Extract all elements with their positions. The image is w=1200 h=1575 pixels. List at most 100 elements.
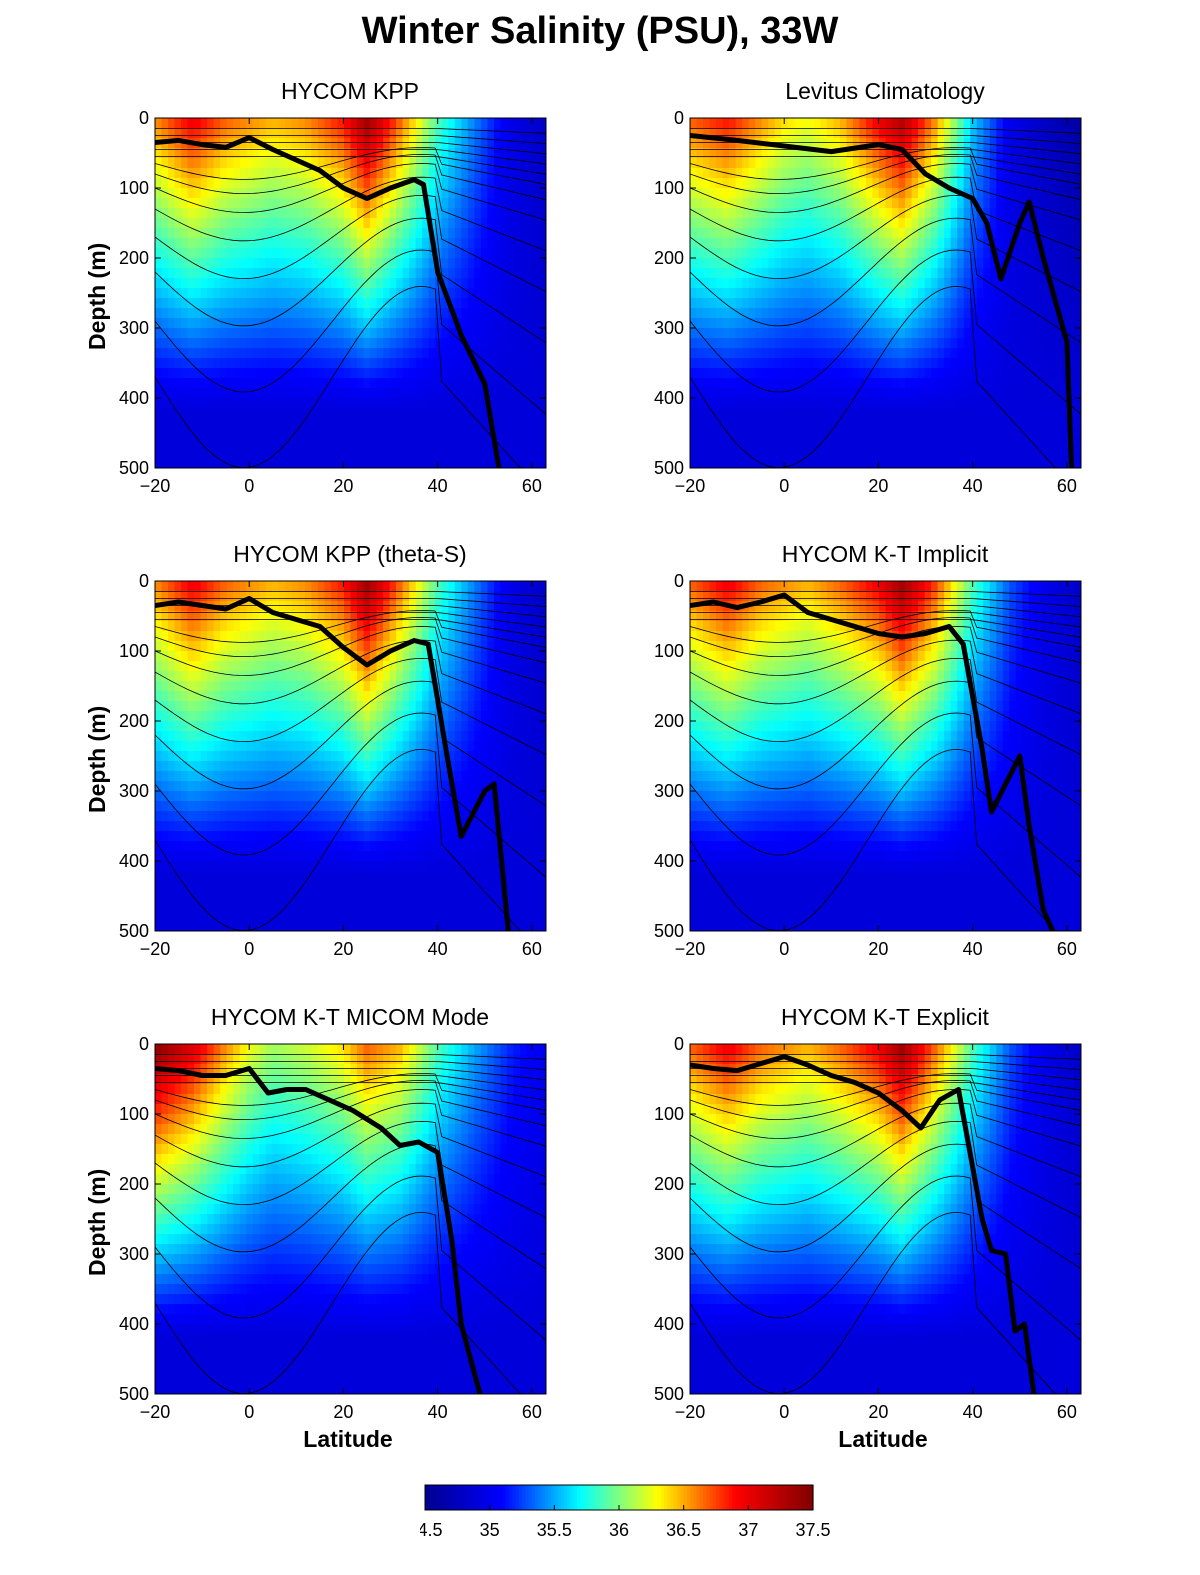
heatmap-cell (448, 248, 456, 259)
heatmap-cell (272, 901, 280, 912)
heatmap-cell (911, 258, 919, 269)
heatmap-cell (213, 621, 221, 632)
heatmap-cell (885, 138, 893, 149)
heatmap-cell (1028, 268, 1036, 279)
heatmap-cell (696, 428, 704, 439)
heatmap-cell (833, 178, 841, 189)
heatmap-cell (898, 358, 906, 369)
heatmap-cell (409, 388, 417, 399)
heatmap-cell (519, 458, 528, 468)
heatmap-cell (343, 158, 352, 169)
heatmap-cell (155, 641, 163, 652)
heatmap-cell (396, 348, 404, 359)
heatmap-cell (187, 448, 195, 459)
heatmap-cell (532, 388, 541, 399)
heatmap-cell (996, 358, 1004, 369)
heatmap-cell (859, 128, 867, 139)
heatmap-cell (865, 138, 874, 149)
heatmap-cell (402, 428, 410, 439)
heatmap-cell (729, 408, 737, 419)
heatmap-cell (519, 278, 528, 289)
heatmap-cell (448, 228, 456, 239)
heatmap-cell (383, 308, 391, 319)
heatmap-cell (761, 448, 769, 459)
heatmap-cell (500, 148, 508, 159)
heatmap-cell (931, 318, 939, 329)
heatmap-cell (233, 741, 241, 752)
heatmap-cell (187, 591, 195, 602)
heatmap-cell (1009, 128, 1017, 139)
heatmap-cell (311, 388, 319, 399)
heatmap-cell (892, 368, 900, 379)
heatmap-cell (435, 408, 443, 419)
heatmap-cell (774, 258, 782, 269)
heatmap-cell (742, 188, 750, 199)
heatmap-cell (950, 218, 958, 229)
heatmap-cell (826, 368, 834, 379)
heatmap-cell (370, 398, 378, 409)
heatmap-cell (526, 318, 534, 329)
heatmap-cell (493, 278, 501, 289)
heatmap-cell (252, 238, 260, 249)
heatmap-cell (539, 388, 546, 399)
heatmap-cell (722, 428, 730, 439)
heatmap-cell (181, 641, 189, 652)
heatmap-cell (415, 248, 423, 259)
heatmap-cell (330, 238, 339, 249)
heatmap-cell (207, 348, 215, 359)
heatmap-cell (976, 368, 984, 379)
heatmap-cell (963, 138, 971, 149)
heatmap-cell (265, 158, 273, 169)
heatmap-cell (519, 158, 528, 169)
heatmap-cell (859, 338, 867, 349)
heatmap-cell (813, 318, 821, 329)
heatmap-cell (252, 298, 260, 309)
heatmap-cell (722, 278, 730, 289)
heatmap-cell (226, 661, 234, 672)
heatmap-cell (330, 198, 339, 209)
heatmap-cell (194, 118, 202, 129)
heatmap-cell (337, 388, 345, 399)
heatmap-cell (291, 258, 299, 269)
heatmap-cell (187, 388, 195, 399)
heatmap-cell (696, 158, 704, 169)
heatmap-cell (761, 268, 769, 279)
heatmap-cell (259, 581, 267, 592)
heatmap-cell (983, 198, 991, 209)
heatmap-cell (487, 458, 495, 468)
heatmap-cell (1067, 218, 1076, 229)
heatmap-cell (989, 168, 997, 179)
heatmap-cell (833, 198, 841, 209)
heatmap-cell (311, 368, 319, 379)
heatmap-cell (174, 771, 182, 782)
heatmap-cell (716, 458, 724, 468)
heatmap-cell (357, 278, 365, 289)
heatmap-cell (865, 388, 874, 399)
heatmap-cell (957, 238, 965, 249)
heatmap-cell (742, 228, 750, 239)
heatmap-cell (246, 771, 254, 782)
heatmap-cell (278, 448, 286, 459)
heatmap-cell (703, 268, 711, 279)
heatmap-cell (768, 258, 776, 269)
heatmap-cell (513, 188, 521, 199)
heatmap-cell (155, 701, 163, 712)
heatmap-cell (200, 238, 208, 249)
heatmap-cell (233, 158, 241, 169)
heatmap-cell (813, 438, 821, 449)
heatmap-cell (1028, 458, 1036, 468)
heatmap-cell (1022, 308, 1030, 319)
heatmap-cell (285, 168, 293, 179)
heatmap-cell (924, 298, 932, 309)
heatmap-cell (168, 318, 176, 329)
heatmap-cell (213, 671, 221, 682)
heatmap-cell (363, 148, 371, 159)
heatmap-cell (343, 408, 352, 419)
heatmap-cell (272, 458, 280, 468)
heatmap-cell (259, 911, 267, 922)
heatmap-cell (1009, 308, 1017, 319)
heatmap-cell (892, 348, 900, 359)
heatmap-cell (317, 118, 326, 129)
heatmap-cell (474, 388, 482, 399)
heatmap-cell (487, 198, 495, 209)
